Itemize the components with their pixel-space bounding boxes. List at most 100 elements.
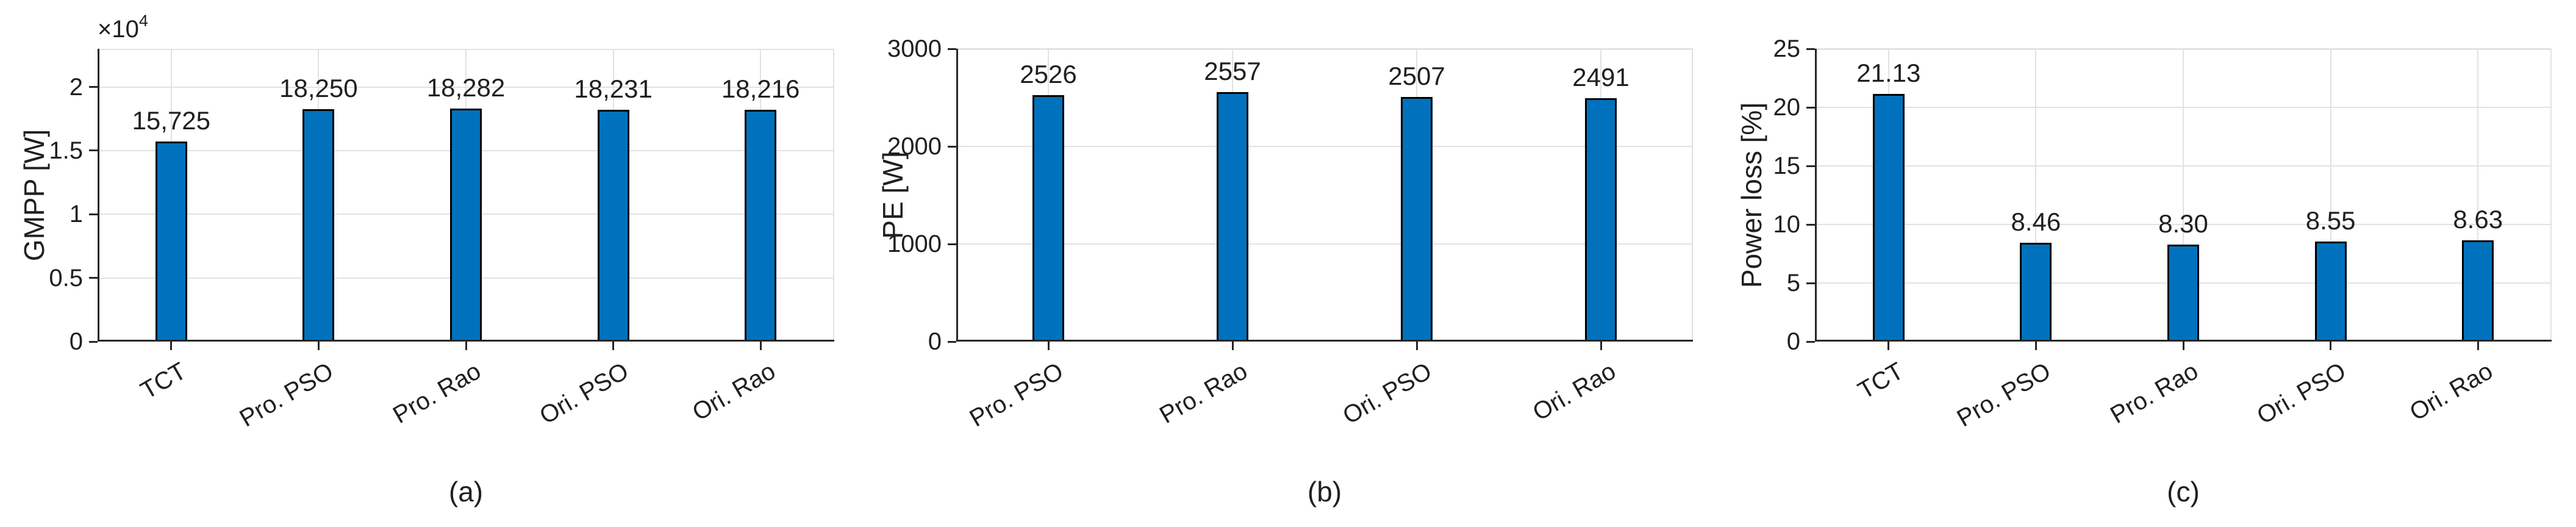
x-tick-mark: [1887, 342, 1890, 350]
bar-value-label: 8.55: [2305, 206, 2356, 235]
bar-Pro. Rao: [450, 109, 482, 342]
y-tick-mark: [89, 340, 98, 343]
y-tick-label: 25: [1773, 35, 1801, 62]
plot-top-border: [956, 49, 1693, 50]
plot-area: 15,725 18,250 18,282 18,231 18,216: [98, 49, 834, 342]
v-gridline: [2183, 49, 2184, 342]
y-tick-label: 1000: [887, 231, 942, 257]
x-tick-label-text: Pro. PSO: [965, 357, 1068, 432]
y-tick-mark: [948, 340, 956, 343]
x-tick-label-text: TCT: [136, 357, 191, 404]
bar-value-label: 18,250: [279, 74, 358, 103]
bar-value-label: 2526: [1020, 59, 1077, 88]
bar-Pro. PSO: [302, 109, 335, 342]
plot-right-border: [833, 49, 834, 342]
bar-TCT: [155, 141, 187, 342]
y-tick-label: 1: [69, 201, 83, 228]
x-axis: [1815, 340, 2552, 342]
y-tick-mark: [89, 213, 98, 215]
y-tick-label: 0: [69, 328, 83, 355]
y-tick-mark: [89, 277, 98, 279]
x-tick-label-text: Pro. Rao: [388, 357, 485, 429]
y-axis-exponent-value: 4: [138, 12, 148, 30]
x-tick-mark: [2477, 342, 2479, 350]
bar-value-label: 8.63: [2453, 205, 2503, 234]
x-tick-label-text: TCT: [1853, 357, 1908, 404]
x-tick-label-text: Pro. PSO: [235, 357, 338, 432]
subplot-caption-c: (c): [2167, 476, 2200, 507]
y-tick-label: 10: [1773, 211, 1801, 238]
x-tick-label-text: Ori. Rao: [688, 357, 781, 426]
bar-value-label: 15,725: [132, 106, 211, 135]
subplot-c: 21.13 8.46 8.30 8.55 8.63 0 5 10 15 20 25 TCT Pro. P…: [1717, 0, 2576, 527]
subplot-b: 2526 2557 2507 2491 0 1000 2000 3000 Pro. PSO Pro…: [859, 0, 1717, 527]
y-tick-label: 2000: [887, 133, 942, 160]
bar-Ori. Rao: [745, 109, 777, 342]
x-tick-label-text: Ori. PSO: [1338, 357, 1436, 430]
v-gridline: [2477, 49, 2479, 342]
y-axis-label: Power loss [%]: [1736, 102, 1767, 289]
y-tick-label: 2: [69, 73, 83, 101]
bar-Ori. Rao: [1585, 98, 1617, 342]
x-axis: [956, 340, 1693, 342]
bar-Pro. PSO: [2020, 242, 2052, 342]
x-tick-mark: [759, 342, 762, 350]
x-tick-mark: [1600, 342, 1602, 350]
x-tick-label-text: Pro. Rao: [1155, 357, 1252, 429]
plot-right-border: [2550, 49, 2552, 342]
subplot-caption-b: (b): [1307, 476, 1342, 507]
bar-Ori. PSO: [2314, 241, 2347, 342]
bar-Pro. PSO: [1032, 95, 1064, 342]
x-tick-mark: [612, 342, 615, 350]
subplot-a: 15,725 18,250 18,282 18,231 18,216 0 0.5 1 1.5 2 T…: [0, 0, 859, 527]
y-axis-label: GMPP [W]: [18, 129, 50, 262]
x-tick-label-text: Ori. PSO: [535, 357, 633, 430]
plot-right-border: [1692, 49, 1693, 342]
y-axis-exponent-label: ×104: [98, 12, 148, 43]
y-tick-label: 0: [928, 328, 942, 355]
y-tick-label: 20: [1773, 94, 1801, 121]
y-tick-mark: [948, 243, 956, 245]
bar-Pro. Rao: [2167, 244, 2199, 342]
bar-value-label: 2557: [1204, 56, 1261, 85]
x-tick-mark: [465, 342, 467, 350]
y-tick-mark: [1806, 223, 1815, 226]
y-tick-label: 3000: [887, 35, 942, 62]
y-tick-label: 0: [1786, 328, 1800, 355]
bar-value-label: 2491: [1572, 63, 1630, 92]
x-tick-mark: [317, 342, 320, 350]
x-tick-mark: [2330, 342, 2332, 350]
y-axis: [956, 49, 958, 342]
x-tick-mark: [2034, 342, 2037, 350]
y-tick-mark: [1806, 282, 1815, 284]
y-tick-label: 15: [1773, 152, 1801, 179]
bar-Ori. Rao: [2462, 240, 2494, 342]
y-tick-mark: [948, 48, 956, 50]
x-tick-label-text: Pro. Rao: [2106, 357, 2203, 429]
x-tick-mark: [1047, 342, 1050, 350]
bar-value-label: 8.46: [2011, 207, 2061, 236]
y-tick-mark: [948, 145, 956, 148]
x-tick-mark: [1231, 342, 1234, 350]
bar-value-label: 18,216: [721, 74, 800, 103]
plot-area: 21.13 8.46 8.30 8.55 8.63: [1815, 48, 2552, 342]
y-tick-mark: [1806, 106, 1815, 109]
y-tick-label: 0.5: [49, 264, 83, 292]
h-gridline: [956, 146, 1693, 147]
bar-value-label: 2507: [1388, 61, 1445, 90]
subplot-caption-a: (a): [448, 476, 484, 507]
y-tick-mark: [89, 86, 98, 88]
y-tick-mark: [1806, 165, 1815, 167]
bar-value-label: 18,282: [426, 73, 506, 102]
x-axis: [98, 340, 834, 342]
h-gridline: [956, 243, 1693, 245]
y-axis: [1815, 49, 1817, 342]
bar-Ori. PSO: [597, 109, 629, 342]
plot-top-border: [98, 49, 834, 50]
y-tick-label: 5: [1786, 270, 1800, 296]
bar-value-label: 21.13: [1856, 59, 1921, 88]
plot-area: 2526 2557 2507 2491: [956, 48, 1693, 342]
v-gridline: [2035, 49, 2037, 342]
y-tick-mark: [1806, 340, 1815, 343]
